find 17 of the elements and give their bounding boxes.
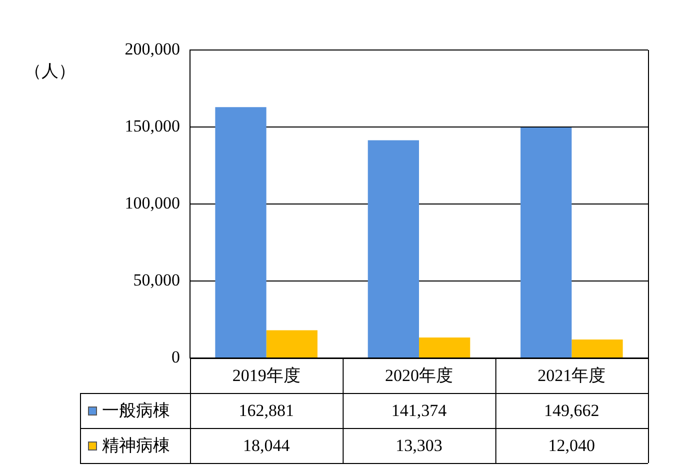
y-tick-label: 150,000 (124, 116, 180, 136)
y-axis-title: （人） (24, 61, 76, 80)
data-label: 149,662 (544, 400, 600, 420)
x-tick-label: 2021年度 (538, 366, 606, 385)
y-tick-label: 50,000 (133, 270, 180, 290)
x-tick-label: 2019年度 (232, 366, 300, 385)
y-tick-label: 200,000 (124, 39, 180, 58)
legend-label: 精神病棟 (102, 436, 170, 455)
data-label: 141,374 (391, 400, 448, 420)
legend-label: 一般病棟 (102, 400, 170, 420)
data-label: 162,881 (238, 400, 294, 420)
data-label: 18,044 (242, 436, 290, 455)
data-label: 13,303 (396, 436, 442, 455)
y-tick-label: 0 (172, 347, 180, 366)
y-tick-label: 100,000 (124, 193, 180, 212)
x-tick-label: 2020年度 (385, 366, 453, 385)
data-label: 12,040 (548, 436, 596, 455)
